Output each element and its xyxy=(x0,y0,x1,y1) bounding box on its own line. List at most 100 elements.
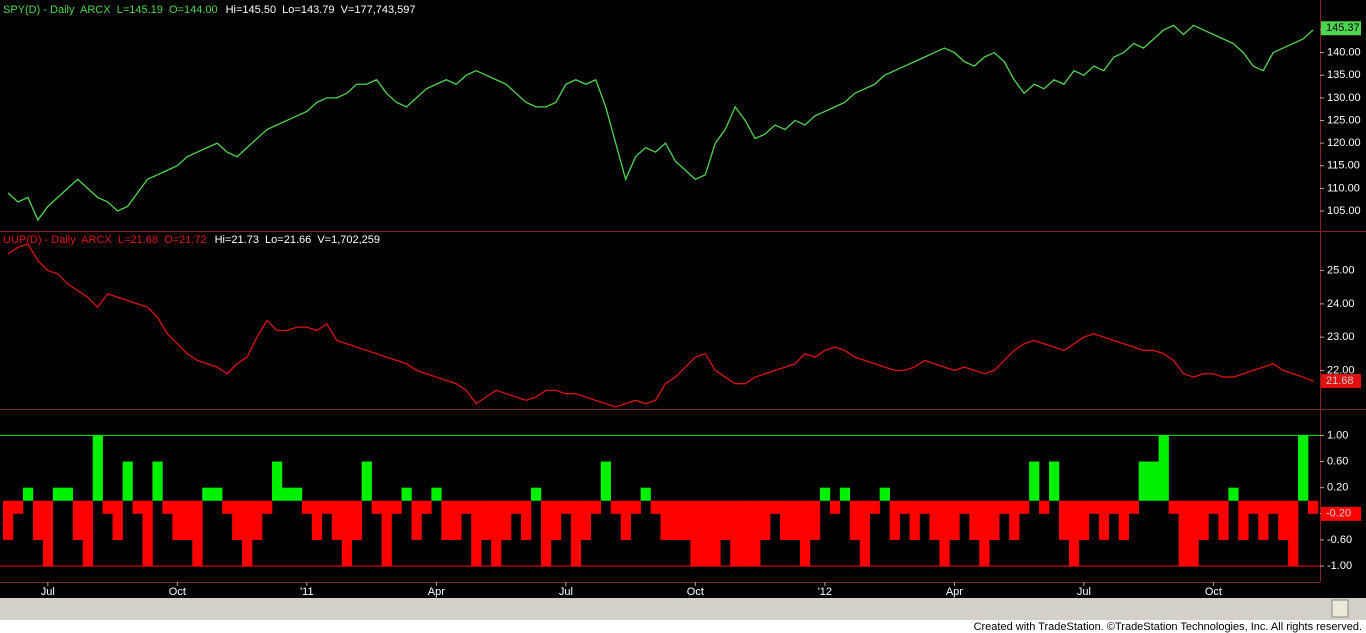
indicator-bar xyxy=(879,487,890,501)
indicator-bar xyxy=(1218,500,1229,540)
indicator-bar xyxy=(32,500,44,540)
indicator-bar xyxy=(600,461,611,501)
y-tick-label: 130.00 xyxy=(1327,92,1361,104)
indicator-bar xyxy=(3,500,14,540)
indicator-bar xyxy=(1148,461,1159,501)
footer-bar xyxy=(0,620,1366,633)
indicator-bar xyxy=(281,487,293,501)
indicator-bar xyxy=(511,500,522,514)
indicator-bar xyxy=(202,487,213,501)
y-tick-label: 135.00 xyxy=(1327,69,1361,81)
indicator-bar xyxy=(242,500,253,567)
indicator-bar xyxy=(92,435,103,501)
indicator-bar xyxy=(252,500,263,540)
indicator-bar xyxy=(102,500,113,514)
y-tick-label: 125.00 xyxy=(1327,114,1361,126)
indicator-bar xyxy=(620,500,631,540)
scrollbar[interactable] xyxy=(0,598,1366,620)
indicator-bar xyxy=(1098,500,1110,540)
last-value-tag xyxy=(1321,506,1361,521)
y-tick-label: 1.00 xyxy=(1327,429,1348,441)
indicator-bar xyxy=(710,500,721,567)
indicator-bar xyxy=(889,500,900,540)
indicator-bar xyxy=(1049,461,1060,501)
indicator-bar xyxy=(1228,487,1239,501)
x-tick-label: Jul xyxy=(41,586,55,598)
indicator-bar xyxy=(391,500,402,514)
indicator-bar xyxy=(530,487,542,501)
indicator-bar xyxy=(1029,461,1040,501)
indicator-bar xyxy=(1019,500,1030,514)
last-value-label: 21.68 xyxy=(1326,375,1354,387)
indicator-bar xyxy=(1068,500,1080,567)
y-tick-label: 110.00 xyxy=(1327,182,1360,194)
indicator-bar xyxy=(1178,500,1189,567)
last-value-tag xyxy=(1321,374,1361,389)
indicator-bar xyxy=(740,500,751,567)
indicator-bar xyxy=(1158,435,1169,501)
indicator-bar xyxy=(650,500,661,514)
indicator-bar xyxy=(12,500,24,514)
indicator-bar xyxy=(62,487,74,501)
indicator-bar xyxy=(42,500,54,567)
y-tick-label: 23.00 xyxy=(1327,331,1355,343)
header-subtitle: Hi=145.50 Lo=143.79 V=177,743,597 xyxy=(226,4,416,16)
indicator-bar xyxy=(799,500,811,567)
x-tick-label: Oct xyxy=(169,586,186,598)
uup-title: UUP(D) - Daily ARCX L=21.68 O=21.72 xyxy=(3,234,207,246)
indicator-bar xyxy=(72,500,83,540)
y-tick-label: 24.00 xyxy=(1327,298,1355,310)
indicator-bar xyxy=(730,500,741,567)
indicator-bar xyxy=(371,500,382,514)
indicator-bar xyxy=(1138,461,1149,501)
indicator-bar xyxy=(481,500,492,540)
indicator-bar xyxy=(770,500,781,514)
indicator-bar xyxy=(212,487,223,501)
indicator-bar xyxy=(1188,500,1199,567)
indicator-bar xyxy=(670,500,681,540)
indicator-bar xyxy=(222,500,233,514)
indicator-bar xyxy=(1198,500,1209,540)
indicator-bar xyxy=(262,500,273,514)
y-tick-label: 22.00 xyxy=(1327,364,1355,376)
indicator-bar xyxy=(660,500,671,540)
scroll-thumb[interactable] xyxy=(1331,599,1349,618)
indicator-bar xyxy=(640,487,651,501)
y-tick-label: 105.00 xyxy=(1327,205,1361,217)
uup-header: UUP(D) - Daily ARCX L=21.68 O=21.72 xyxy=(3,234,207,246)
spy-header: SPY(D) - Daily ARCX L=145.19 O=144.00 xyxy=(3,4,218,16)
indicator-bar xyxy=(441,500,452,540)
x-tick-label: Apr xyxy=(946,586,963,598)
indicator-bar xyxy=(550,500,562,540)
indicator-bar xyxy=(540,500,552,567)
indicator-bar xyxy=(899,500,910,514)
indicator-bar xyxy=(122,461,133,501)
indicator-bar xyxy=(1288,500,1299,567)
indicator-bar xyxy=(610,500,621,514)
indicator-bar xyxy=(590,500,602,514)
indicator-bar xyxy=(341,500,352,567)
indicator-bar xyxy=(959,500,970,514)
indicator-bar xyxy=(570,500,582,567)
y-tick-label: 0.20 xyxy=(1327,482,1348,494)
indicator-bar xyxy=(401,487,412,501)
indicator-bar xyxy=(351,500,362,540)
indicator-bar xyxy=(630,500,641,514)
indicator-bar xyxy=(232,500,243,540)
indicator-bar xyxy=(809,500,821,540)
indicator-bar xyxy=(929,500,940,540)
indicator-bar xyxy=(979,500,990,567)
indicator-bar xyxy=(112,500,123,540)
indicator-bar xyxy=(1238,500,1249,540)
indicator-bar xyxy=(521,500,532,540)
indicator-bar xyxy=(182,500,193,540)
indicator-bar xyxy=(580,500,592,540)
indicator-bar xyxy=(22,487,34,501)
indicator-bar xyxy=(1258,500,1269,540)
indicator-bar xyxy=(152,461,163,501)
indicator-bar xyxy=(859,500,871,567)
indicator-bar xyxy=(1268,500,1279,514)
indicator-bar xyxy=(1168,500,1179,514)
